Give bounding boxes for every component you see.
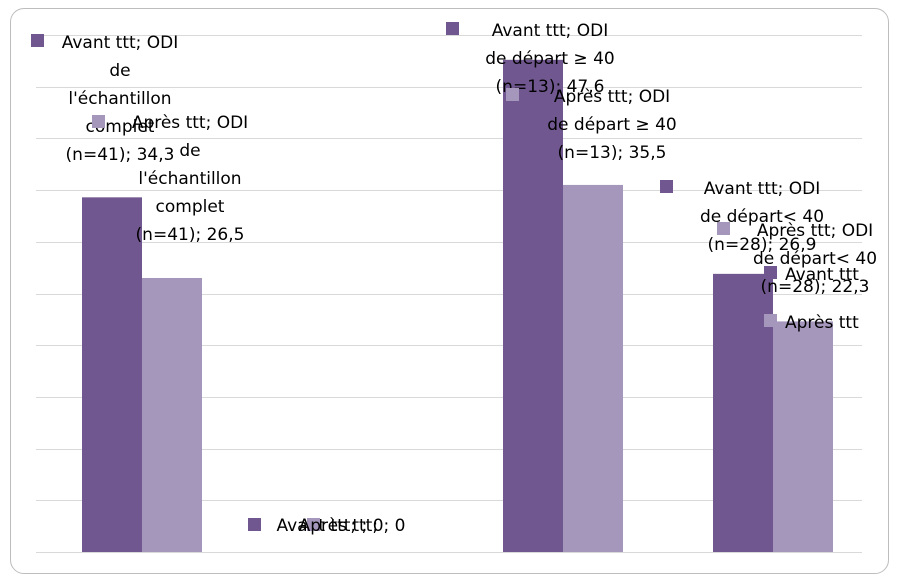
- data-label-line: de départ ≥ 40: [485, 49, 614, 69]
- legend-key-avant-2: [248, 518, 261, 531]
- data-label-line: de départ< 40: [753, 249, 877, 269]
- legend-key-avant-3: [446, 22, 459, 35]
- data-label-line: de départ ≥ 40: [547, 115, 676, 135]
- data-label-line: de départ< 40: [700, 207, 824, 227]
- data-label-line: l'échantillon: [138, 169, 241, 189]
- bar-apres-4: [773, 321, 833, 552]
- data-label-line: (n=13); 47,6: [496, 77, 605, 97]
- data-label-line: de: [179, 141, 200, 161]
- data-label-line: Avant ttt; ODI: [704, 179, 821, 199]
- legend-key-apres-4: [717, 222, 730, 235]
- bar-apres-1: [142, 277, 202, 552]
- data-label-line: (n=41); 26,5: [136, 225, 245, 245]
- legend-key-apres-2: [307, 518, 320, 531]
- data-label-line: (n=28); 26,9: [708, 235, 817, 255]
- data-label-line: l'échantillon: [68, 89, 171, 109]
- data-label-apres-2: Après ttt; ; 0: [299, 516, 406, 536]
- bar-apres-3: [563, 184, 623, 552]
- bar-avant-4: [713, 273, 773, 552]
- data-label-line: Après ttt; ODI: [757, 221, 873, 241]
- legend-key-apres-1: [92, 115, 105, 128]
- data-label-avant-4: Avant ttt; ODI de départ< 40 (n=28); 26,9: [700, 179, 824, 255]
- legend-key-avant-1: [31, 34, 44, 47]
- data-label-avant-3: Avant ttt; ODI de départ ≥ 40 (n=13); 47,6: [485, 21, 614, 97]
- bar-avant-1: [82, 197, 142, 552]
- series-label-apres: Après ttt: [785, 313, 859, 333]
- data-label-line: Avant ttt; ODI: [492, 21, 609, 41]
- bars: [82, 59, 833, 552]
- data-label-line: (n=28); 22,3: [761, 277, 870, 297]
- data-labels: Avant ttt; ODI de l'échantillon complet (n=4…: [31, 21, 877, 536]
- data-label-line: Après ttt; ODI: [554, 87, 670, 107]
- data-label-avant-2: Avant ttt; ; 0: [276, 516, 383, 536]
- data-label-line: complet: [156, 197, 225, 217]
- data-label-apres-3: Après ttt; ODI de départ ≥ 40 (n=13); 35,5: [547, 87, 676, 163]
- data-label-line: Après ttt; ; 0: [299, 516, 406, 536]
- data-label-line: (n=41); 34,3: [66, 145, 175, 165]
- legend-key-apres-extra: [764, 314, 777, 327]
- data-label-line: (n=13); 35,5: [558, 143, 667, 163]
- data-label-apres-1: Après ttt; ODI de l'échantillon complet (n=4…: [132, 113, 248, 245]
- legend-key-avant-extra: [764, 266, 777, 279]
- data-label-line: de: [109, 61, 130, 81]
- legend-key-avant-4: [660, 180, 673, 193]
- legend-key-apres-3: [506, 88, 519, 101]
- data-label-line: Avant ttt; ODI: [62, 33, 179, 53]
- series-label-avant: Avant ttt: [785, 265, 859, 285]
- data-label-line: Après ttt; ODI: [132, 113, 248, 133]
- data-label-line: Avant ttt; ; 0: [276, 516, 383, 536]
- data-label-avant-1: Avant ttt; ODI de l'échantillon complet (n=4…: [62, 33, 179, 165]
- data-label-apres-4: Après ttt; ODI de départ< 40 (n=28); 22,3: [753, 221, 877, 297]
- bar-avant-3: [503, 59, 563, 552]
